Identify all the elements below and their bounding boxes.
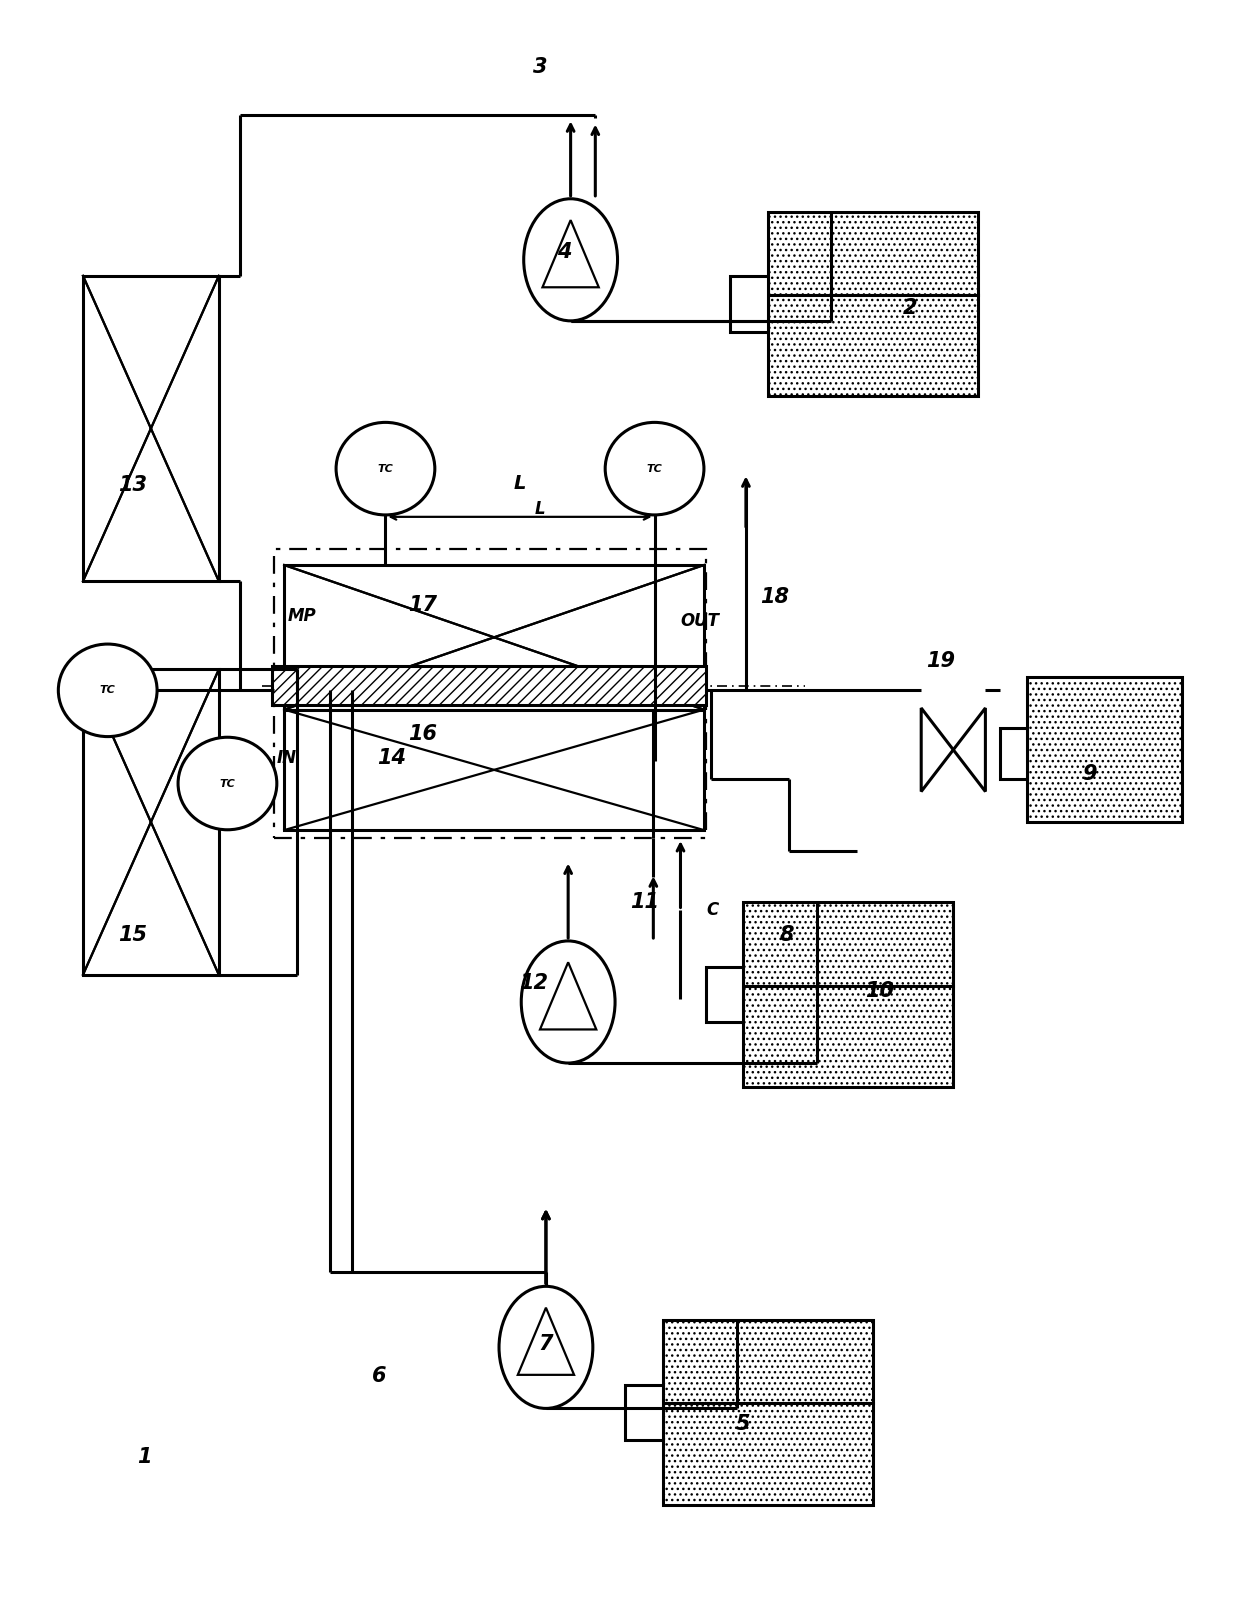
Ellipse shape [605,422,704,514]
Bar [663,1320,873,1402]
Text: TC: TC [647,464,662,474]
Bar [706,967,744,1022]
Text: 3: 3 [532,56,547,77]
Bar [999,729,1028,779]
Text: 1: 1 [138,1446,153,1467]
Text: C: C [707,901,719,919]
Circle shape [498,1286,593,1409]
Polygon shape [954,708,986,791]
Text: 10: 10 [864,980,894,1001]
Ellipse shape [58,645,157,737]
Text: TC: TC [100,685,115,695]
Text: MP: MP [288,608,316,625]
Text: L: L [513,474,526,493]
Polygon shape [921,708,954,791]
Text: 13: 13 [118,474,146,495]
Text: 7: 7 [538,1335,553,1354]
Text: 5: 5 [737,1414,750,1435]
Text: 9: 9 [1081,764,1096,783]
Text: TC: TC [378,464,393,474]
Text: IN: IN [277,750,296,767]
Bar [284,566,704,709]
Text: L: L [534,500,546,517]
Bar [768,295,978,397]
Text: 19: 19 [926,651,956,672]
Text: 16: 16 [408,724,436,743]
Bar [730,276,768,332]
Bar [768,211,978,295]
Bar [83,276,218,580]
Text: 15: 15 [118,925,146,945]
Bar [274,550,707,838]
Ellipse shape [336,422,435,514]
Polygon shape [542,221,599,287]
Bar [284,709,704,830]
Bar [1028,677,1182,822]
Circle shape [523,198,618,321]
Text: TC: TC [219,779,236,788]
Bar [663,1402,873,1506]
Bar [272,666,707,704]
Text: OUT: OUT [681,613,719,630]
Text: 14: 14 [377,748,407,767]
Text: 17: 17 [408,595,436,616]
Bar [744,903,954,985]
Text: 12: 12 [520,972,548,993]
Bar [744,985,954,1086]
Text: 18: 18 [760,587,789,608]
Text: 11: 11 [630,893,660,912]
Text: 8: 8 [780,925,794,945]
Text: 4: 4 [557,242,572,261]
Text: 2: 2 [903,298,918,318]
Circle shape [521,941,615,1062]
Bar [625,1385,663,1440]
Polygon shape [539,962,596,1030]
Ellipse shape [179,737,277,830]
Polygon shape [518,1307,574,1375]
Bar [83,669,218,975]
Text: 6: 6 [372,1367,387,1386]
